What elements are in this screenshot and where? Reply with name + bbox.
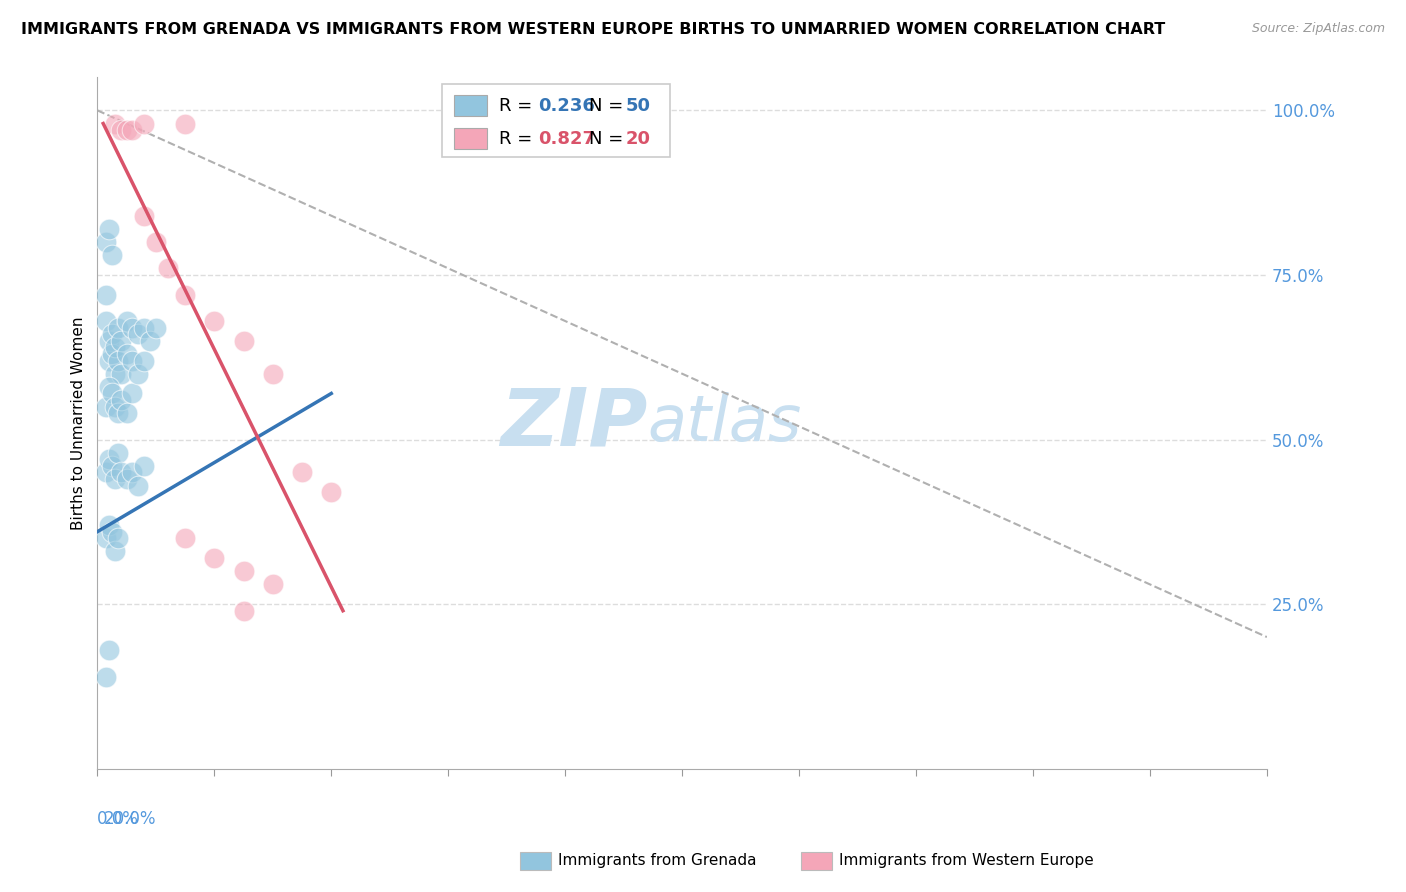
Point — [115, 347, 138, 361]
Text: 0.0%: 0.0% — [97, 810, 139, 828]
Point — [104, 400, 127, 414]
Point — [156, 261, 179, 276]
Point — [107, 320, 129, 334]
Point — [134, 116, 156, 130]
Text: 20: 20 — [626, 130, 651, 148]
Point — [121, 123, 143, 137]
Text: N =: N = — [589, 130, 628, 148]
Point — [94, 531, 117, 545]
Point — [134, 209, 156, 223]
Point — [94, 314, 117, 328]
Point — [110, 334, 132, 348]
Point — [94, 235, 117, 249]
Point — [107, 406, 129, 420]
Point — [291, 466, 314, 480]
Point — [134, 320, 156, 334]
Point — [94, 466, 117, 480]
Point — [110, 392, 132, 407]
Point — [134, 353, 156, 368]
Point — [115, 314, 138, 328]
Point — [107, 446, 129, 460]
Point — [174, 287, 197, 301]
Point — [145, 235, 167, 249]
Point — [101, 386, 124, 401]
Point — [101, 458, 124, 473]
Point — [115, 472, 138, 486]
Point — [94, 669, 117, 683]
Point — [134, 458, 156, 473]
FancyBboxPatch shape — [454, 128, 486, 149]
Point — [321, 485, 343, 500]
Text: Source: ZipAtlas.com: Source: ZipAtlas.com — [1251, 22, 1385, 36]
Text: ZIP: ZIP — [499, 384, 647, 462]
Point — [104, 340, 127, 354]
Point — [115, 123, 138, 137]
Text: R =: R = — [499, 97, 537, 115]
Text: 0.236: 0.236 — [538, 97, 595, 115]
Text: N =: N = — [589, 97, 628, 115]
Point — [232, 334, 254, 348]
Point — [107, 353, 129, 368]
Point — [98, 452, 121, 467]
Text: 50: 50 — [626, 97, 651, 115]
Point — [98, 518, 121, 533]
Point — [174, 531, 197, 545]
Text: Immigrants from Western Europe: Immigrants from Western Europe — [839, 854, 1094, 868]
Point — [110, 123, 132, 137]
Point — [101, 327, 124, 342]
Point — [104, 367, 127, 381]
Point — [101, 248, 124, 262]
Point — [121, 353, 143, 368]
Point — [110, 367, 132, 381]
Point — [104, 472, 127, 486]
Text: Immigrants from Grenada: Immigrants from Grenada — [558, 854, 756, 868]
Point — [262, 577, 284, 591]
Point — [232, 564, 254, 578]
Point — [98, 643, 121, 657]
Point — [145, 320, 167, 334]
Point — [121, 320, 143, 334]
Y-axis label: Births to Unmarried Women: Births to Unmarried Women — [72, 317, 86, 530]
Text: 0.827: 0.827 — [538, 130, 595, 148]
Text: 20.0%: 20.0% — [103, 810, 156, 828]
Point — [101, 347, 124, 361]
Point — [110, 466, 132, 480]
Point — [107, 531, 129, 545]
Point — [127, 367, 149, 381]
Point — [115, 406, 138, 420]
Point — [202, 314, 225, 328]
Point — [94, 400, 117, 414]
Point — [139, 334, 162, 348]
Text: atlas: atlas — [647, 392, 801, 454]
Point — [104, 116, 127, 130]
Text: IMMIGRANTS FROM GRENADA VS IMMIGRANTS FROM WESTERN EUROPE BIRTHS TO UNMARRIED WO: IMMIGRANTS FROM GRENADA VS IMMIGRANTS FR… — [21, 22, 1166, 37]
Point — [98, 334, 121, 348]
Point — [174, 116, 197, 130]
Point — [127, 478, 149, 492]
Point — [202, 551, 225, 566]
FancyBboxPatch shape — [454, 95, 486, 116]
Point — [98, 353, 121, 368]
Point — [104, 544, 127, 558]
Text: R =: R = — [499, 130, 537, 148]
Point — [127, 327, 149, 342]
FancyBboxPatch shape — [443, 85, 671, 157]
Point — [94, 287, 117, 301]
Point — [101, 524, 124, 539]
Point — [98, 380, 121, 394]
Point — [121, 466, 143, 480]
Point — [232, 604, 254, 618]
Point — [121, 386, 143, 401]
Point — [262, 367, 284, 381]
Point — [98, 222, 121, 236]
